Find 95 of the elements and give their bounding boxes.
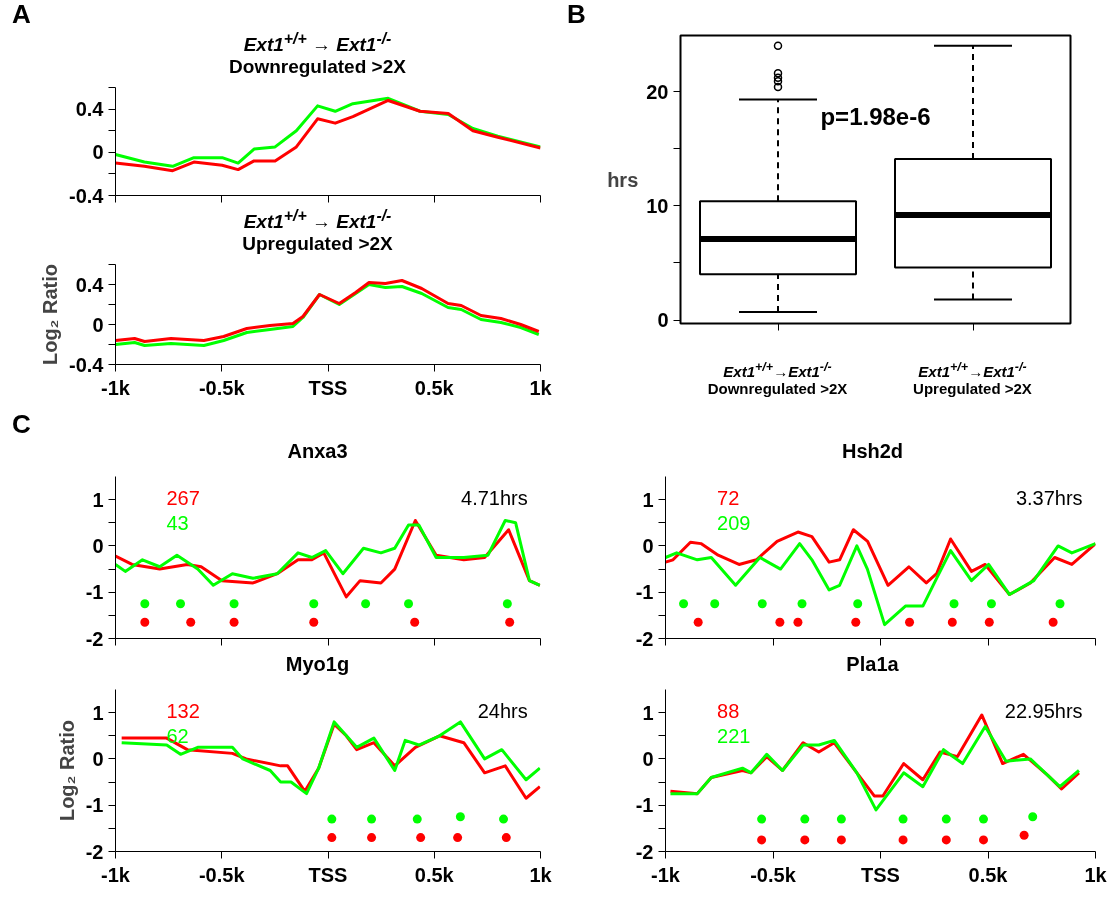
y-tick-label: 0 xyxy=(92,141,104,164)
series-label: 43 xyxy=(166,512,189,535)
y-tick-label: -2 xyxy=(85,627,104,650)
text: 267 xyxy=(166,486,200,509)
point xyxy=(327,814,337,824)
point xyxy=(800,835,810,845)
y-tick-label: -1 xyxy=(85,794,104,817)
x-tick-label: -0.5k xyxy=(198,376,246,399)
x-tick-label: TSS xyxy=(308,863,348,886)
x-tick-label: -1k xyxy=(101,376,131,399)
x-tick-label: 0.5k xyxy=(968,863,1009,886)
point xyxy=(898,835,908,845)
text: A xyxy=(12,0,31,30)
annotation: 4.71hrs xyxy=(461,486,528,509)
text: 88 xyxy=(717,699,740,722)
y-tick-label: 1 xyxy=(92,701,104,724)
point xyxy=(978,814,988,824)
point xyxy=(836,814,846,824)
series-label: 209 xyxy=(717,512,751,535)
x-tick-label: -1k xyxy=(101,863,131,886)
point xyxy=(1028,812,1038,822)
y-tick-label: 10 xyxy=(646,194,669,217)
chart-title: Pla1a xyxy=(846,653,899,676)
point xyxy=(455,812,465,822)
series-label: 72 xyxy=(717,486,740,509)
point xyxy=(757,814,767,824)
annotation: 3.37hrs xyxy=(1015,486,1083,509)
x-tick-label: 1k xyxy=(529,376,553,399)
y-tick-label: -0.4 xyxy=(69,184,105,207)
line-series xyxy=(668,725,1081,812)
text: B xyxy=(567,0,586,30)
x-tick-label: -0.5k xyxy=(750,863,797,886)
x-tick-label: 0.5k xyxy=(414,376,455,399)
point xyxy=(941,835,951,845)
point xyxy=(757,835,767,845)
y-tick-label: 0 xyxy=(92,534,104,557)
y-tick-label: -0.4 xyxy=(69,353,105,376)
chart-subtitle: Upregulated >2X xyxy=(242,233,393,255)
chart-title: Ext1$^{+/+}$ → Ext1$^{-/-}$ xyxy=(243,207,392,233)
y-tick-label: -2 xyxy=(85,840,104,863)
point xyxy=(941,814,951,824)
y-axis-title: Log₂ Ratio xyxy=(55,719,78,822)
y-tick-label: 0.4 xyxy=(75,98,105,121)
y-tick-label: 0.4 xyxy=(75,273,105,296)
x-tick-label: TSS xyxy=(861,863,900,886)
y-tick-label: 0 xyxy=(92,747,104,770)
y-tick-label: -1 xyxy=(635,794,654,817)
point xyxy=(1019,830,1029,840)
y-tick-label: 0 xyxy=(642,747,654,770)
line-series xyxy=(665,542,1096,627)
point xyxy=(501,833,511,843)
y-tick-label: -1 xyxy=(85,581,104,604)
x-tick-label: -1k xyxy=(651,863,681,886)
point xyxy=(327,833,337,843)
x-tick-label: TSS xyxy=(308,376,348,399)
x-tick-label: -0.5k xyxy=(198,863,246,886)
point xyxy=(800,814,810,824)
chart-subtitle: Downregulated >2X xyxy=(229,56,406,78)
point xyxy=(499,814,509,824)
y-tick-label: -2 xyxy=(635,840,654,863)
point xyxy=(978,835,988,845)
point xyxy=(367,833,377,843)
point xyxy=(367,814,377,824)
y-tick-label: 1 xyxy=(642,701,654,724)
y-tick-label: 0 xyxy=(642,534,654,557)
x-tick-label: Ext1$^{+/+}$→Ext1$^{-/-}$ Downregulated >2X xyxy=(706,360,849,398)
chart-title: Ext1$^{+/+}$ → Ext1$^{-/-}$ xyxy=(243,30,392,56)
chart-title: Myo1g xyxy=(285,653,350,676)
point xyxy=(898,814,908,824)
x-tick-label: 1k xyxy=(529,863,553,886)
series-label: 62 xyxy=(166,725,189,748)
y-tick-label: 0 xyxy=(92,313,104,336)
y-tick-label: 0 xyxy=(657,309,669,332)
annotation: 24hrs xyxy=(477,699,528,722)
annotation: 22.95hrs xyxy=(1004,699,1083,722)
text: C xyxy=(12,409,31,440)
y-tick-label: -1 xyxy=(635,581,654,604)
y-tick-label: 1 xyxy=(642,488,654,511)
point xyxy=(836,835,846,845)
y-tick-label: 20 xyxy=(646,80,669,103)
chart-title: Hsh2d xyxy=(841,440,904,463)
point xyxy=(412,814,422,824)
y-axis-title: Log₂ Ratio xyxy=(39,263,62,366)
series-label: 132 xyxy=(166,699,200,722)
y-tick-label: 1 xyxy=(92,488,104,511)
x-tick-label: Ext1$^{+/+}$→Ext1$^{-/-}$ Upregulated >2X xyxy=(912,360,1033,398)
y-tick-label: -2 xyxy=(635,627,654,650)
point xyxy=(453,833,463,843)
x-tick-label: 1k xyxy=(1084,863,1108,886)
chart-title: Anxa3 xyxy=(287,440,348,463)
series-label: 221 xyxy=(717,725,751,748)
annotation: p=1.98e-6 xyxy=(820,102,931,130)
y-axis-title: hrs xyxy=(607,168,639,191)
x-tick-label: 0.5k xyxy=(414,863,455,886)
point xyxy=(416,833,426,843)
